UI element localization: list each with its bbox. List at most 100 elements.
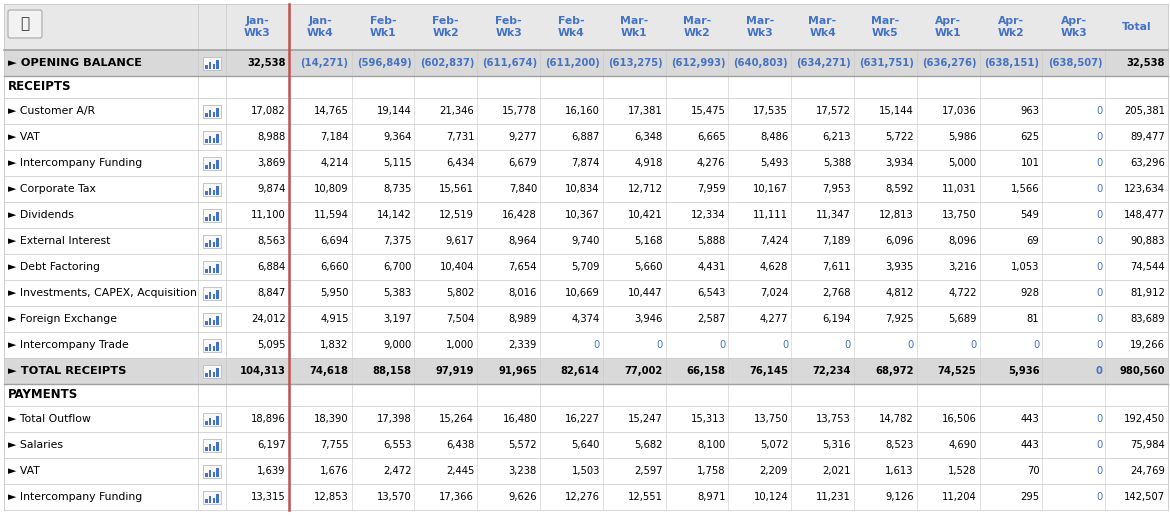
Text: 101: 101 (1020, 158, 1039, 168)
Text: 6,194: 6,194 (823, 314, 851, 324)
Bar (213, 320, 215, 325)
Bar (208, 444, 212, 450)
Bar (208, 370, 212, 376)
Bar (205, 447, 207, 450)
Bar (204, 413, 221, 425)
Text: 5,640: 5,640 (571, 440, 600, 450)
Text: Mar-
Wk5: Mar- Wk5 (872, 16, 900, 38)
Text: 97,919: 97,919 (435, 366, 474, 376)
Bar (208, 496, 212, 503)
Text: ► External Interest: ► External Interest (8, 236, 110, 246)
Text: 8,100: 8,100 (697, 440, 725, 450)
Bar (204, 183, 221, 195)
Bar (213, 64, 215, 68)
Text: 6,553: 6,553 (383, 440, 412, 450)
Text: 72,234: 72,234 (812, 366, 851, 376)
Text: 1,758: 1,758 (697, 466, 725, 476)
Text: (612,993): (612,993) (670, 58, 725, 68)
Text: 11,111: 11,111 (753, 210, 789, 220)
Text: Mar-
Wk4: Mar- Wk4 (808, 16, 837, 38)
Bar (213, 242, 215, 247)
Text: 5,115: 5,115 (383, 158, 412, 168)
Text: ► Debt Factoring: ► Debt Factoring (8, 262, 99, 272)
Text: 0: 0 (1096, 466, 1102, 476)
Bar (205, 165, 207, 169)
Text: 963: 963 (1020, 106, 1039, 116)
Text: 7,024: 7,024 (759, 288, 789, 298)
Bar (208, 418, 212, 424)
Text: 0: 0 (908, 340, 914, 350)
Text: 9,740: 9,740 (571, 236, 600, 246)
Bar (205, 373, 207, 376)
Text: 6,197: 6,197 (257, 440, 285, 450)
Text: 12,853: 12,853 (314, 492, 349, 502)
Text: 4,690: 4,690 (948, 440, 977, 450)
Text: ► OPENING BALANCE: ► OPENING BALANCE (8, 58, 142, 68)
Text: (611,200): (611,200) (545, 58, 600, 68)
Text: 4,812: 4,812 (886, 288, 914, 298)
Text: 1,613: 1,613 (886, 466, 914, 476)
Text: (638,151): (638,151) (984, 58, 1039, 68)
Text: 7,959: 7,959 (697, 184, 725, 194)
Text: Mar-
Wk3: Mar- Wk3 (745, 16, 773, 38)
Bar (216, 316, 219, 325)
Bar (204, 104, 221, 117)
Text: Total: Total (1122, 22, 1151, 32)
Text: 5,316: 5,316 (823, 440, 851, 450)
Text: 0: 0 (593, 340, 600, 350)
Text: 5,888: 5,888 (697, 236, 725, 246)
Text: (636,276): (636,276) (922, 58, 977, 68)
Text: 6,694: 6,694 (321, 236, 349, 246)
Bar (4, 384, 1168, 406)
Text: 443: 443 (1020, 414, 1039, 424)
Bar (205, 321, 207, 325)
Text: Apr-
Wk1: Apr- Wk1 (935, 16, 962, 38)
Text: (640,803): (640,803) (734, 58, 789, 68)
Bar (4, 4, 1168, 50)
Text: (611,674): (611,674) (482, 58, 537, 68)
Bar (204, 130, 221, 144)
Text: 8,847: 8,847 (257, 288, 285, 298)
Text: 90,883: 90,883 (1130, 236, 1165, 246)
Bar (204, 339, 221, 352)
Text: 0: 0 (1096, 440, 1102, 450)
Text: 6,438: 6,438 (446, 440, 474, 450)
Text: 16,506: 16,506 (942, 414, 977, 424)
Text: Feb-
Wk4: Feb- Wk4 (558, 16, 585, 38)
Text: (14,271): (14,271) (301, 58, 349, 68)
Text: 75,984: 75,984 (1130, 440, 1165, 450)
Text: 6,348: 6,348 (634, 132, 662, 142)
Bar (208, 240, 212, 247)
Text: Feb-
Wk2: Feb- Wk2 (433, 16, 459, 38)
Text: 5,383: 5,383 (383, 288, 412, 298)
Text: 7,925: 7,925 (886, 314, 914, 324)
Text: ► Intercompany Funding: ► Intercompany Funding (8, 492, 143, 502)
Text: 0: 0 (845, 340, 851, 350)
Text: 12,712: 12,712 (627, 184, 662, 194)
Text: ► Dividends: ► Dividends (8, 210, 74, 220)
Text: 12,551: 12,551 (627, 492, 662, 502)
Text: 6,543: 6,543 (697, 288, 725, 298)
Bar (213, 268, 215, 272)
Text: 4,628: 4,628 (759, 262, 789, 272)
Bar (216, 134, 219, 143)
Bar (208, 292, 212, 298)
Text: 0: 0 (1096, 340, 1102, 350)
Text: 17,572: 17,572 (815, 106, 851, 116)
Text: (634,271): (634,271) (797, 58, 851, 68)
Text: 7,504: 7,504 (446, 314, 474, 324)
Text: 5,000: 5,000 (949, 158, 977, 168)
Text: Apr-
Wk3: Apr- Wk3 (1060, 16, 1087, 38)
Text: 3,934: 3,934 (886, 158, 914, 168)
Text: 0: 0 (1096, 236, 1102, 246)
Bar (208, 162, 212, 169)
Text: 625: 625 (1020, 132, 1039, 142)
Bar (213, 112, 215, 116)
Text: 12,276: 12,276 (565, 492, 600, 502)
Text: 8,988: 8,988 (257, 132, 285, 142)
Text: 1,676: 1,676 (319, 466, 349, 476)
Text: 2,768: 2,768 (823, 288, 851, 298)
Text: 66,158: 66,158 (687, 366, 725, 376)
Text: 15,144: 15,144 (879, 106, 914, 116)
Text: 15,264: 15,264 (439, 414, 474, 424)
